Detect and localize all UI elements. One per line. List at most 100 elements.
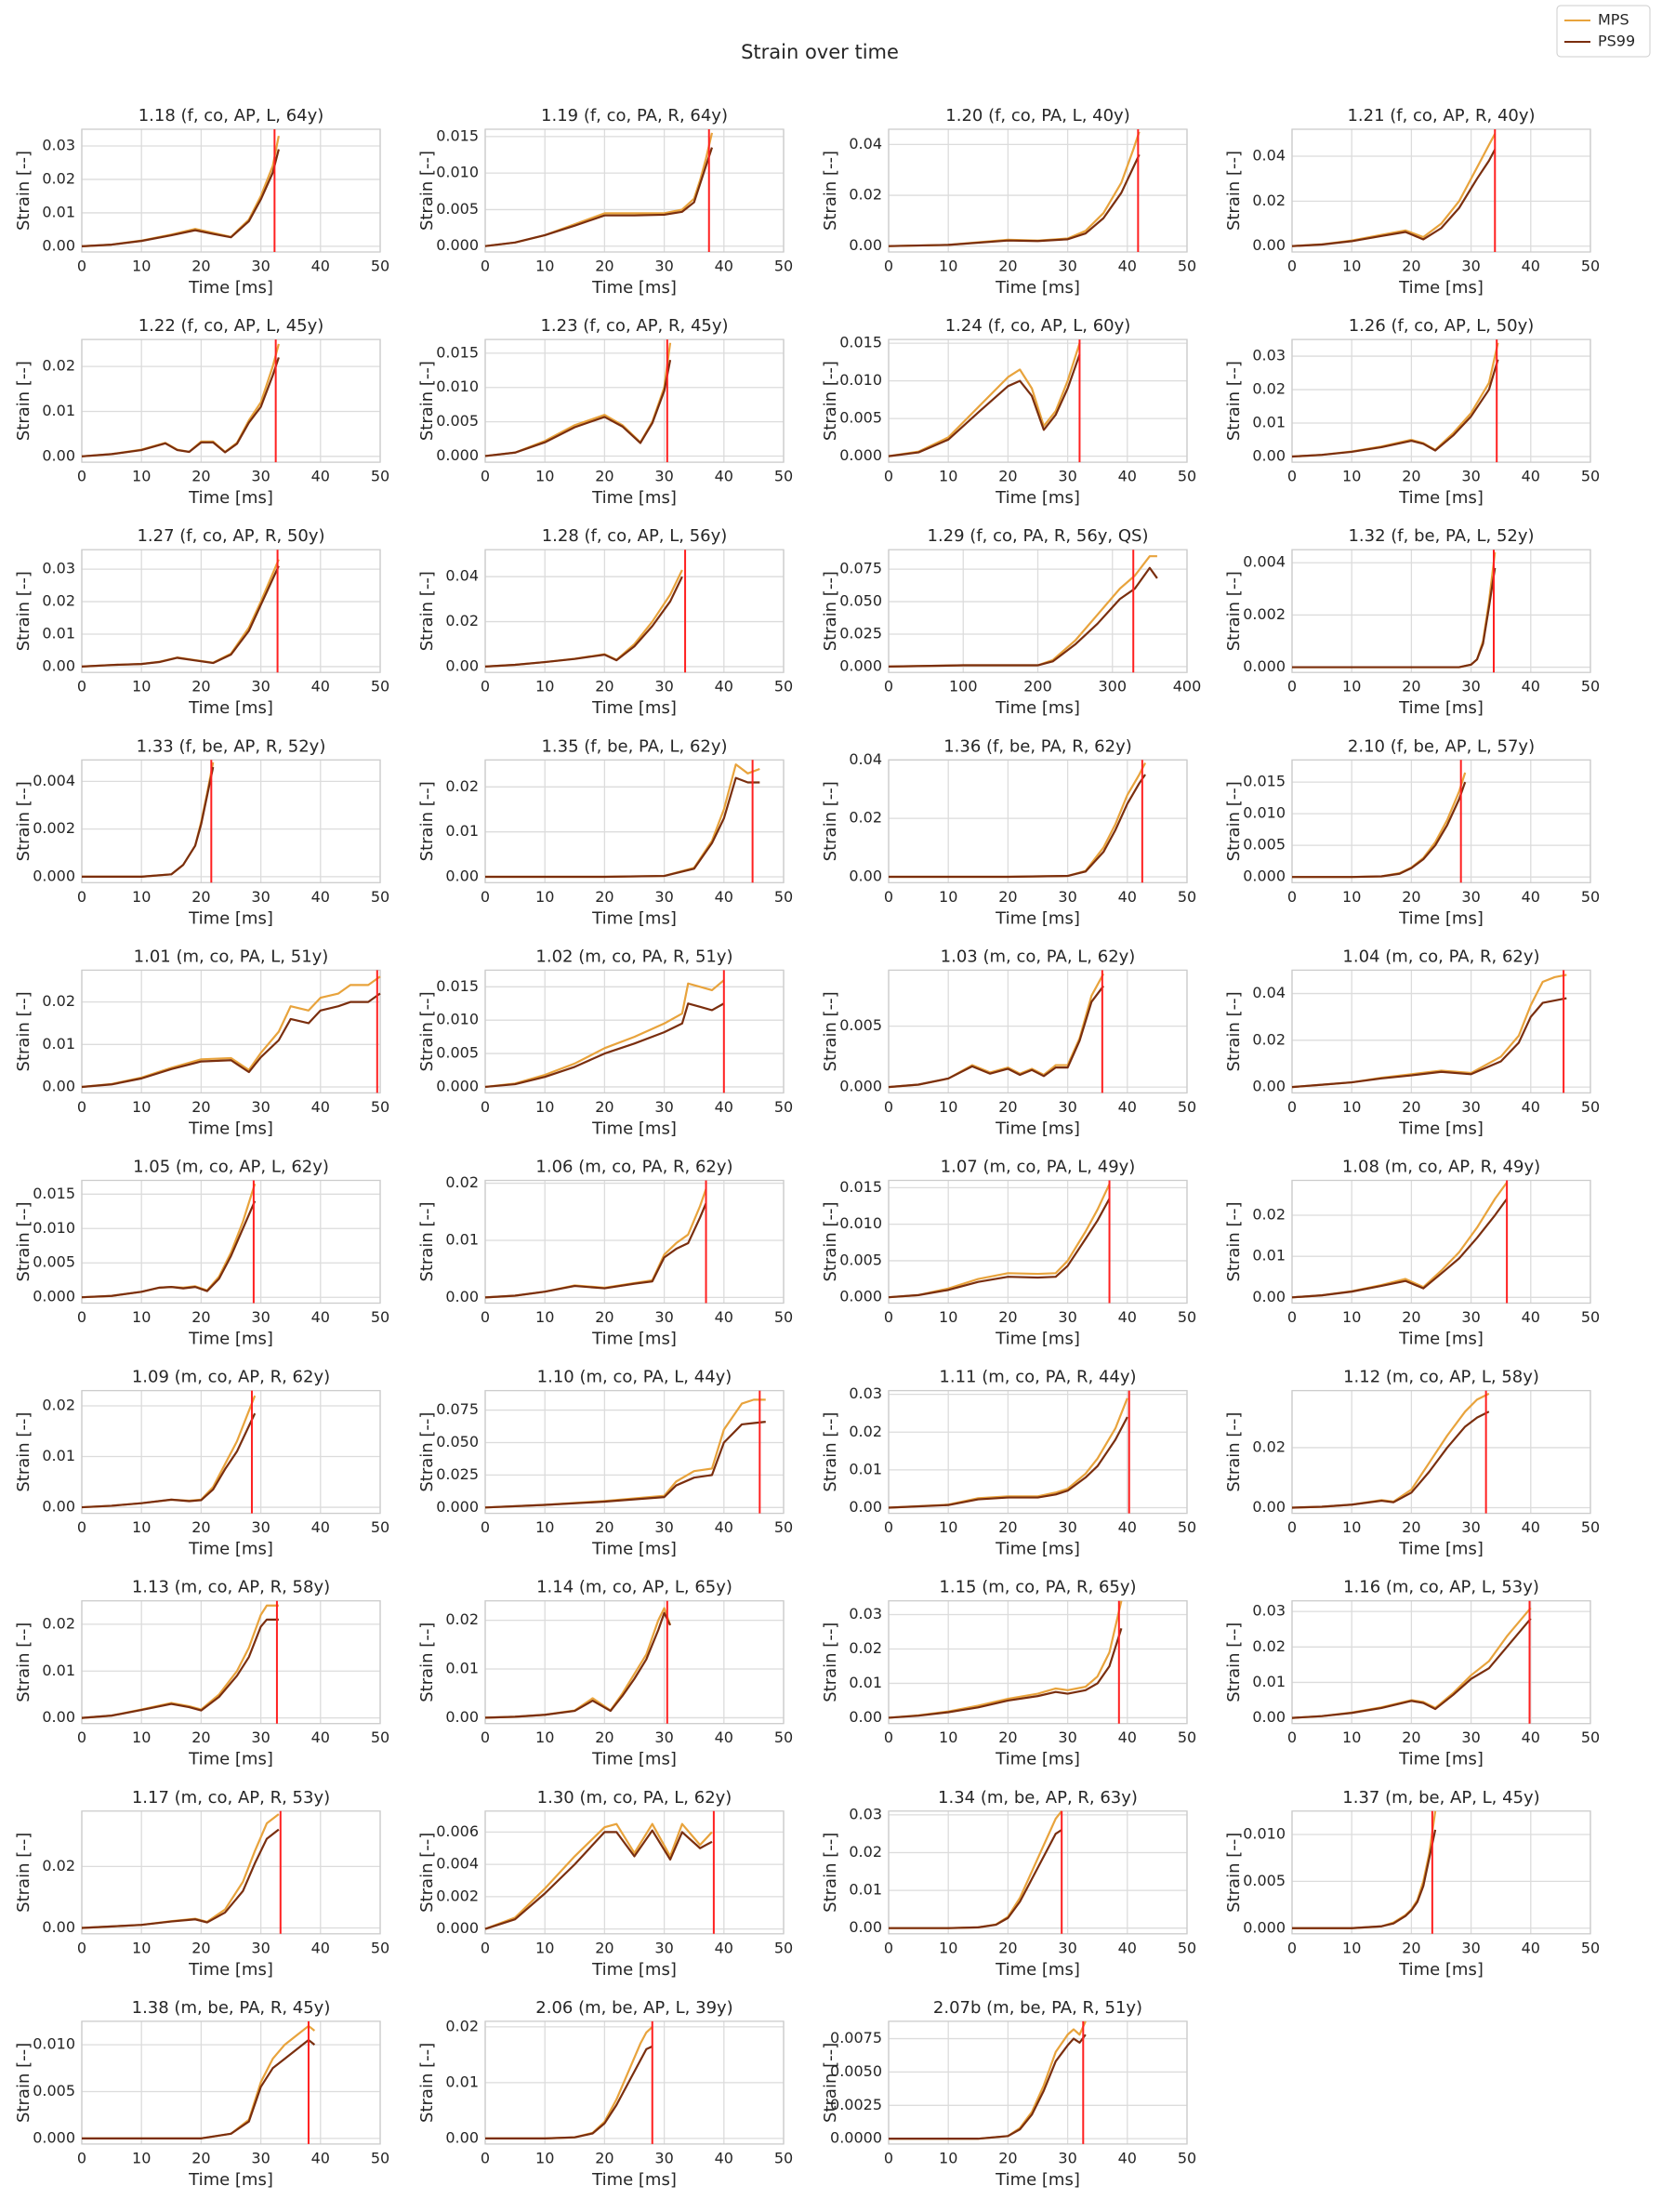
y-axis-label: Strain [--] <box>417 1623 437 1702</box>
axes-frame <box>1291 1389 1591 1515</box>
y-tick-label: 0.02 <box>1252 1437 1286 1455</box>
y-tick-label: 0.002 <box>1243 605 1286 623</box>
y-tick-label: 0.02 <box>445 1173 479 1191</box>
x-tick-label: 40 <box>1522 1729 1540 1746</box>
x-axis-label: Time [ms] <box>591 278 677 298</box>
plot-area <box>485 970 784 1093</box>
x-tick-label: 50 <box>1581 1308 1600 1326</box>
x-tick-label: 0 <box>481 1098 490 1116</box>
x-tick-label: 40 <box>311 1308 330 1326</box>
x-tick-label: 20 <box>191 888 210 906</box>
y-tick-label: 0.000 <box>33 1288 75 1305</box>
series-line <box>888 1198 1111 1299</box>
x-tick-label: 0 <box>1287 258 1297 275</box>
x-tick-label: 30 <box>251 1939 270 1956</box>
y-axis-label: Strain [--] <box>1224 151 1244 231</box>
x-tick-label: 400 <box>1173 678 1202 695</box>
x-tick-label: 40 <box>715 888 733 906</box>
x-tick-label: 50 <box>371 1098 389 1116</box>
x-tick-label: 0 <box>481 1729 490 1746</box>
subplot: 0 10 20 30 40 50 0.00 0.01 0.02 1.09 (m, co, AP, … <box>14 1368 389 1559</box>
y-axis-label: Strain [--] <box>1224 361 1244 441</box>
x-tick-label: 20 <box>1402 1939 1420 1956</box>
y-tick-label: 0.000 <box>839 656 882 674</box>
subplot: 0 10 20 30 40 50 0.000 0.005 0.010 0.015 1.23 (f, … <box>417 316 793 508</box>
x-tick-label: 10 <box>535 258 554 275</box>
x-tick-label: 0 <box>884 1729 893 1746</box>
plot-area <box>485 1390 784 1514</box>
x-tick-label: 0 <box>77 1729 86 1746</box>
x-axis-label: Time [ms] <box>1398 1119 1484 1138</box>
y-tick-label: 0.01 <box>1252 1673 1286 1690</box>
y-tick-label: 0.050 <box>839 592 882 610</box>
y-axis-label: Strain [--] <box>821 991 840 1071</box>
y-tick-label: 0.00 <box>445 868 479 885</box>
x-axis-label: Time [ms] <box>188 1750 273 1769</box>
plot-area <box>82 339 380 463</box>
x-tick-label: 200 <box>1023 678 1052 695</box>
y-tick-label: 0.015 <box>839 334 882 351</box>
y-axis-label: Strain [--] <box>1224 1412 1244 1492</box>
subplot: 0 10 20 30 40 50 0.00 0.02 0.04 1.36 (f, be, PA, … <box>821 736 1196 928</box>
y-axis-label: Strain [--] <box>417 361 437 441</box>
x-tick-label: 10 <box>132 1729 151 1746</box>
series-line <box>889 2033 1087 2140</box>
x-axis-label: Time [ms] <box>591 2170 677 2190</box>
x-tick-label: 0 <box>77 1098 86 1116</box>
axes-frame <box>484 1179 785 1305</box>
y-tick-label: 0.04 <box>849 135 882 152</box>
x-axis-label: Time [ms] <box>188 1960 273 1980</box>
axes-frame <box>888 1810 1188 1935</box>
x-tick-label: 50 <box>1178 258 1196 275</box>
x-tick-label: 30 <box>1058 1939 1076 1956</box>
y-axis-label: Strain [--] <box>14 781 33 861</box>
axes-frame <box>1291 549 1591 673</box>
x-tick-label: 50 <box>774 1518 793 1536</box>
x-tick-label: 50 <box>1581 1098 1600 1116</box>
y-tick-label: 0.00 <box>445 1708 479 1726</box>
axes-frame <box>81 1389 381 1515</box>
y-tick-label: 0.000 <box>33 2128 75 2146</box>
x-tick-label: 30 <box>654 888 673 906</box>
x-axis-label: Time [ms] <box>188 2170 273 2190</box>
x-tick-label: 40 <box>1522 1518 1540 1536</box>
x-tick-label: 40 <box>1118 1098 1137 1116</box>
series-line <box>81 1200 257 1299</box>
x-tick-label: 50 <box>774 1098 793 1116</box>
x-axis-label: Time [ms] <box>591 1750 677 1769</box>
subplot-title: 1.32 (f, be, PA, L, 52y) <box>1348 526 1534 546</box>
y-tick-label: 0.0075 <box>830 2029 882 2046</box>
x-tick-label: 10 <box>132 2149 151 2166</box>
series-line <box>1292 781 1467 879</box>
x-tick-label: 30 <box>1058 1729 1076 1746</box>
y-tick-label: 0.025 <box>436 1465 479 1483</box>
subplot-title: 1.15 (m, co, PA, R, 65y) <box>939 1578 1136 1597</box>
y-tick-label: 0.005 <box>839 409 882 427</box>
y-tick-label: 0.03 <box>849 1384 882 1402</box>
x-tick-label: 20 <box>191 1729 210 1746</box>
y-tick-label: 0.00 <box>42 236 75 254</box>
subplot: 0 10 20 30 40 50 0.000 0.005 0.010 0.015 1.02 (m, … <box>417 947 793 1138</box>
x-tick-label: 10 <box>939 258 957 275</box>
x-axis-label: Time [ms] <box>1398 1960 1484 1980</box>
x-tick-label: 30 <box>654 258 673 275</box>
subplot-title: 1.17 (m, co, AP, R, 53y) <box>132 1788 330 1808</box>
x-axis-label: Time [ms] <box>995 2170 1080 2190</box>
x-tick-label: 0 <box>884 1308 893 1326</box>
axes-frame <box>484 1600 785 1725</box>
subplot-title: 1.09 (m, co, AP, R, 62y) <box>132 1368 330 1387</box>
x-tick-label: 10 <box>939 2149 957 2166</box>
y-tick-label: 0.02 <box>445 2017 479 2034</box>
x-axis-label: Time [ms] <box>1398 1540 1484 1559</box>
y-tick-label: 0.00 <box>445 2128 479 2146</box>
subplot-title: 1.22 (f, co, AP, L, 45y) <box>138 316 324 336</box>
x-tick-label: 20 <box>191 1518 210 1536</box>
y-tick-label: 0.03 <box>849 1805 882 1822</box>
subplot: 0 10 20 30 40 50 0.000 0.005 0.010 0.015 2.10 (f, … <box>1224 736 1600 928</box>
x-axis-label: Time [ms] <box>591 1119 677 1138</box>
x-axis-label: Time [ms] <box>995 908 1080 928</box>
y-tick-label: 0.006 <box>436 1822 479 1840</box>
x-tick-label: 40 <box>715 2149 733 2166</box>
x-tick-label: 20 <box>191 1308 210 1326</box>
subplot: 0 10 20 30 40 50 0.00 0.01 0.02 1.06 (m, co, PA, … <box>417 1158 793 1349</box>
